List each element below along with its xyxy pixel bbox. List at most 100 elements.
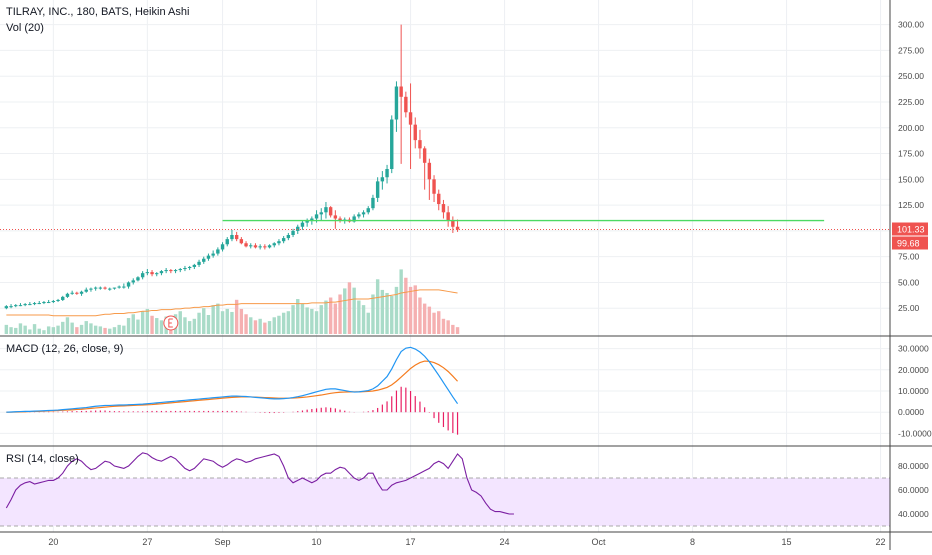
candle-body [65, 293, 70, 297]
volume-bar [361, 305, 366, 334]
candle-body [131, 280, 135, 283]
candle-body [42, 302, 46, 304]
volume-bar [211, 305, 215, 334]
candle-body [305, 220, 309, 223]
volume-bar [103, 327, 107, 334]
price-tick-label: 50.00 [898, 277, 920, 287]
candle-body [32, 303, 37, 305]
volume-legend[interactable]: Vol (20) [6, 22, 44, 34]
rsi-tick-label: 60.0000 [898, 485, 929, 495]
volume-bar [51, 327, 56, 334]
volume-bar [108, 328, 112, 334]
candle-body [117, 286, 121, 288]
candle-body [183, 268, 187, 270]
candle-body [258, 246, 262, 248]
volume-bar [441, 318, 446, 334]
volume-bar [42, 330, 46, 334]
candle-body [455, 226, 460, 230]
candle-body [291, 230, 295, 235]
rsi-line [5, 452, 514, 515]
candle-body [408, 112, 413, 125]
candle-body [206, 255, 211, 259]
candle-body [140, 273, 145, 278]
x-tick-label: 24 [500, 537, 510, 547]
candle-body [437, 193, 441, 205]
prev-price-label: 99.68 [897, 239, 920, 249]
candle-body [277, 241, 281, 244]
volume-bar [192, 318, 197, 334]
symbol-legend[interactable]: TILRAY, INC., 180, BATS, Heikin Ashi [6, 6, 190, 18]
volume-bar [4, 324, 9, 334]
x-tick-label: 17 [406, 537, 416, 547]
candle-body [126, 282, 131, 287]
volume-bar [126, 318, 131, 334]
volume-bar [404, 277, 408, 334]
macd-tick-label: 30.0000 [898, 344, 929, 354]
volume-bar [93, 325, 98, 334]
candle-body [14, 305, 18, 307]
volume-bar [230, 311, 234, 334]
candle-body [357, 214, 361, 217]
candle-body [267, 245, 272, 248]
volume-bar [117, 324, 121, 334]
volume-bar [23, 325, 27, 334]
macd-legend[interactable]: MACD (12, 26, close, 9) [6, 343, 124, 355]
volume-bar [79, 324, 84, 334]
volume-bar [98, 326, 103, 334]
rsi-legend[interactable]: RSI (14, close) [6, 453, 79, 465]
candle-body [145, 272, 150, 274]
candle-body [404, 96, 408, 113]
volume-bar [9, 327, 13, 334]
volume-bar [202, 308, 206, 334]
price-tick-label: 125.00 [898, 200, 924, 210]
candle-body [23, 304, 27, 306]
candle-body [46, 302, 51, 304]
volume-bar [155, 318, 159, 334]
candle-body [150, 272, 154, 275]
volume-bar [267, 321, 272, 334]
volume-bar [239, 308, 244, 334]
candle-body [432, 179, 436, 194]
volume-bar [220, 311, 225, 334]
volume-bar [197, 312, 201, 334]
volume-bar [333, 303, 338, 334]
volume-bar [56, 325, 60, 334]
price-tick-label: 250.00 [898, 71, 924, 81]
volume-bar [422, 303, 427, 334]
volume-bar [413, 285, 417, 334]
macd-tick-label: -10.0000 [898, 428, 932, 438]
candle-body [314, 214, 319, 219]
candle-body [98, 287, 103, 289]
x-tick-label: 27 [142, 537, 152, 547]
volume-bar [216, 303, 220, 334]
candle-body [286, 235, 291, 239]
candle-body [51, 301, 56, 303]
volume-bar [300, 303, 305, 334]
candle-body [234, 235, 239, 240]
candle-body [159, 271, 164, 274]
candle-body [70, 292, 74, 294]
candle-body [230, 235, 234, 240]
candle-body [79, 291, 84, 294]
candle-body [211, 253, 215, 256]
candle-body [93, 287, 98, 289]
volume-bar [380, 289, 385, 334]
volume-bar [343, 288, 347, 334]
volume-bar [371, 294, 375, 334]
volume-bar [145, 308, 150, 334]
volume-bar [75, 327, 79, 334]
volume-bar [159, 320, 164, 334]
candle-body [89, 288, 93, 290]
volume-bar [183, 317, 187, 334]
volume-bar [446, 320, 450, 334]
volume-bar [347, 282, 352, 334]
volume-bar [408, 286, 413, 334]
candle-body [253, 245, 258, 248]
volume-bar [244, 314, 248, 334]
candle-body [37, 303, 41, 305]
volume-bar [432, 312, 436, 334]
candle-body [333, 215, 338, 219]
volume-bar [253, 320, 258, 334]
volume-bar [390, 296, 394, 334]
